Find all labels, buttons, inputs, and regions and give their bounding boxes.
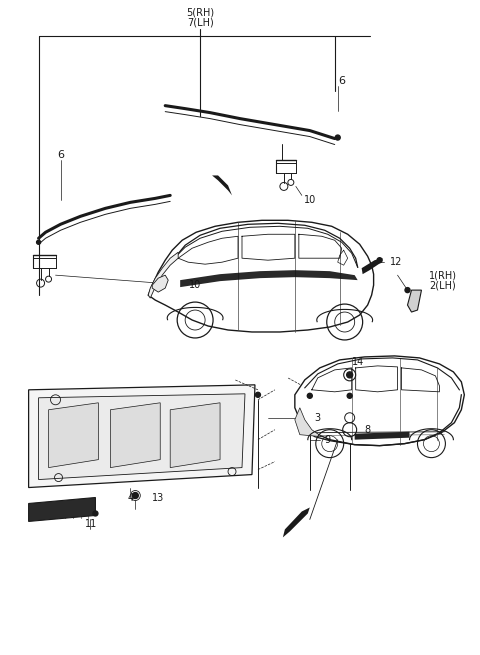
Text: 11: 11 [85,519,98,529]
Polygon shape [48,403,98,468]
Polygon shape [148,252,178,298]
Circle shape [335,135,340,140]
Circle shape [377,257,382,263]
Text: 1(RH): 1(RH) [430,270,457,280]
Text: 6: 6 [338,76,345,86]
Circle shape [307,393,312,398]
Polygon shape [110,403,160,468]
Text: 9: 9 [324,435,331,445]
Polygon shape [283,508,310,537]
Text: 12: 12 [390,257,402,267]
Text: 3: 3 [315,413,321,422]
Text: 2(LH): 2(LH) [430,280,456,290]
Circle shape [405,288,410,293]
Text: 10: 10 [304,195,316,206]
Polygon shape [180,270,358,287]
Polygon shape [408,290,421,312]
Circle shape [255,392,261,398]
Circle shape [132,493,138,498]
Text: 10: 10 [189,280,201,290]
Text: 14: 14 [351,357,364,367]
Polygon shape [295,356,464,445]
Text: 8: 8 [365,424,371,435]
Circle shape [347,393,352,398]
Circle shape [36,240,41,244]
Text: 6: 6 [57,151,64,160]
Polygon shape [295,408,322,437]
Polygon shape [355,432,409,440]
Circle shape [347,372,353,378]
Text: 7(LH): 7(LH) [187,18,214,28]
Polygon shape [29,498,96,521]
Polygon shape [170,403,220,468]
Polygon shape [212,176,232,195]
Polygon shape [152,275,168,292]
Polygon shape [148,220,373,332]
Polygon shape [29,385,255,487]
Text: 4: 4 [127,493,133,502]
Text: 13: 13 [152,493,165,502]
Text: 5(RH): 5(RH) [186,8,214,18]
Polygon shape [38,394,245,479]
Circle shape [93,511,98,516]
Polygon shape [361,258,383,274]
